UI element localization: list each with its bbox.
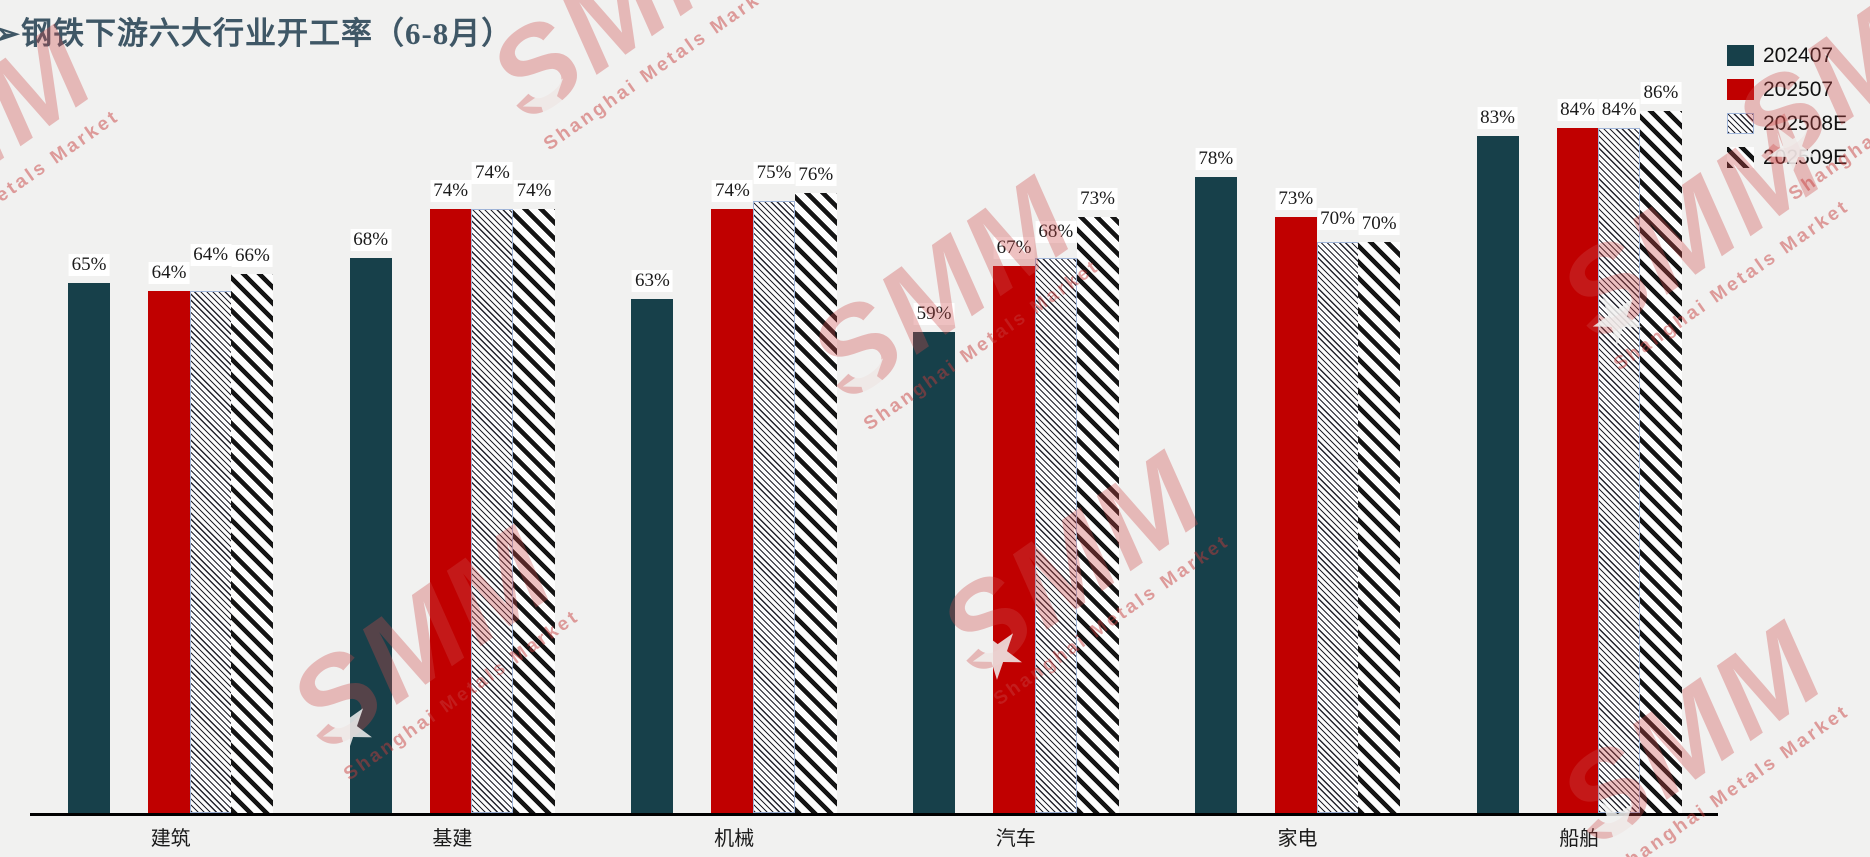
bar-c1-202407	[349, 258, 392, 813]
x-axis-line	[30, 813, 1718, 816]
value-label-c5-202508E: 84%	[1598, 99, 1640, 121]
value-label-c5-202407: 83%	[1477, 107, 1518, 129]
bar-c5-202509E	[1639, 111, 1682, 813]
legend-label-202507: 202507	[1763, 77, 1834, 101]
category-label-1: 基建	[432, 828, 473, 850]
bar-c4-202508E	[1316, 242, 1359, 813]
value-label-c0-202507: 64%	[148, 262, 190, 284]
legend-label-202407: 202407	[1763, 43, 1834, 67]
value-label-c3-202509E: 73%	[1077, 188, 1118, 210]
value-label-c4-202407: 78%	[1195, 148, 1237, 170]
smm-star-icon: ★	[502, 49, 594, 144]
value-label-c2-202509E: 76%	[795, 164, 837, 186]
bar-c4-202509E	[1358, 242, 1401, 813]
value-label-c5-202507: 84%	[1557, 99, 1598, 121]
value-label-c1-202508E: 74%	[471, 162, 513, 184]
value-label-c2-202407: 63%	[631, 270, 673, 292]
bar-c3-202507	[993, 266, 1036, 813]
bar-c5-202508E	[1598, 128, 1641, 813]
legend-swatch-202508E	[1727, 112, 1754, 134]
value-label-c2-202508E: 75%	[753, 162, 795, 184]
value-label-c1-202507: 74%	[430, 180, 472, 202]
legend-swatch-202407	[1727, 44, 1754, 66]
smm-star-icon: ★	[822, 329, 914, 424]
legend-item-202509E: 202509E	[1727, 140, 1847, 174]
category-label-5: 船舶	[1559, 828, 1600, 850]
bar-c2-202508E	[753, 201, 796, 813]
bar-c0-202509E	[231, 274, 274, 813]
value-label-c0-202508E: 64%	[190, 244, 232, 266]
value-label-c1-202407: 68%	[350, 229, 392, 251]
bar-c0-202407	[68, 283, 110, 813]
bar-c2-202507	[711, 209, 754, 813]
bar-c2-202509E	[794, 193, 837, 813]
value-label-c0-202509E: 66%	[231, 245, 273, 267]
category-label-4: 家电	[1277, 828, 1318, 850]
smm-logo-text: SMM★	[466, 0, 778, 145]
value-label-c5-202509E: 86%	[1640, 82, 1682, 104]
chart-legend: 202407 202507 202508E 202509E	[1727, 38, 1847, 174]
bar-c5-202507	[1556, 128, 1599, 813]
value-label-c4-202509E: 70%	[1358, 213, 1400, 235]
bar-c1-202509E	[513, 209, 556, 813]
value-label-c4-202508E: 70%	[1317, 208, 1358, 230]
value-label-c2-202507: 74%	[711, 180, 753, 202]
legend-item-202507: 202507	[1727, 72, 1847, 106]
bar-c0-202507	[148, 291, 190, 813]
category-label-0: 建筑	[150, 828, 191, 850]
value-label-c3-202508E: 68%	[1035, 221, 1077, 243]
smm-watermark-0: SMM★Shanghai Metals Market	[0, 2, 126, 288]
bar-c3-202407	[913, 332, 956, 813]
bar-c1-202508E	[471, 209, 514, 813]
smm-watermark-1: SMM ★ Shanghai Metals Market	[466, 0, 786, 157]
legend-item-202508E: 202508E	[1727, 106, 1847, 140]
legend-swatch-202507	[1727, 78, 1754, 100]
bar-c1-202507	[429, 209, 472, 813]
legend-item-202407: 202407	[1727, 38, 1847, 72]
category-label-2: 机械	[714, 828, 755, 850]
smm-watermark-subtext: Shanghai Metals Market	[540, 0, 784, 156]
bar-c5-202407	[1476, 136, 1519, 813]
bar-c3-202509E	[1076, 217, 1119, 813]
legend-label-202508E: 202508E	[1763, 111, 1848, 135]
chart-title: ➢钢铁下游六大行业开工率（6-8月）	[0, 16, 514, 51]
value-label-c0-202407: 65%	[68, 254, 110, 276]
value-label-c3-202507: 67%	[993, 237, 1035, 259]
bar-c4-202507	[1274, 217, 1317, 813]
value-label-c3-202407: 59%	[913, 303, 955, 325]
legend-swatch-202509E	[1727, 146, 1754, 168]
bar-c4-202407	[1194, 177, 1237, 813]
category-label-3: 汽车	[995, 828, 1036, 850]
bar-c2-202407	[631, 299, 674, 813]
legend-label-202509E: 202509E	[1763, 145, 1848, 169]
value-label-c4-202507: 73%	[1275, 188, 1317, 210]
bar-c3-202508E	[1034, 258, 1077, 813]
bar-c0-202508E	[189, 291, 232, 813]
value-label-c1-202509E: 74%	[513, 180, 555, 202]
